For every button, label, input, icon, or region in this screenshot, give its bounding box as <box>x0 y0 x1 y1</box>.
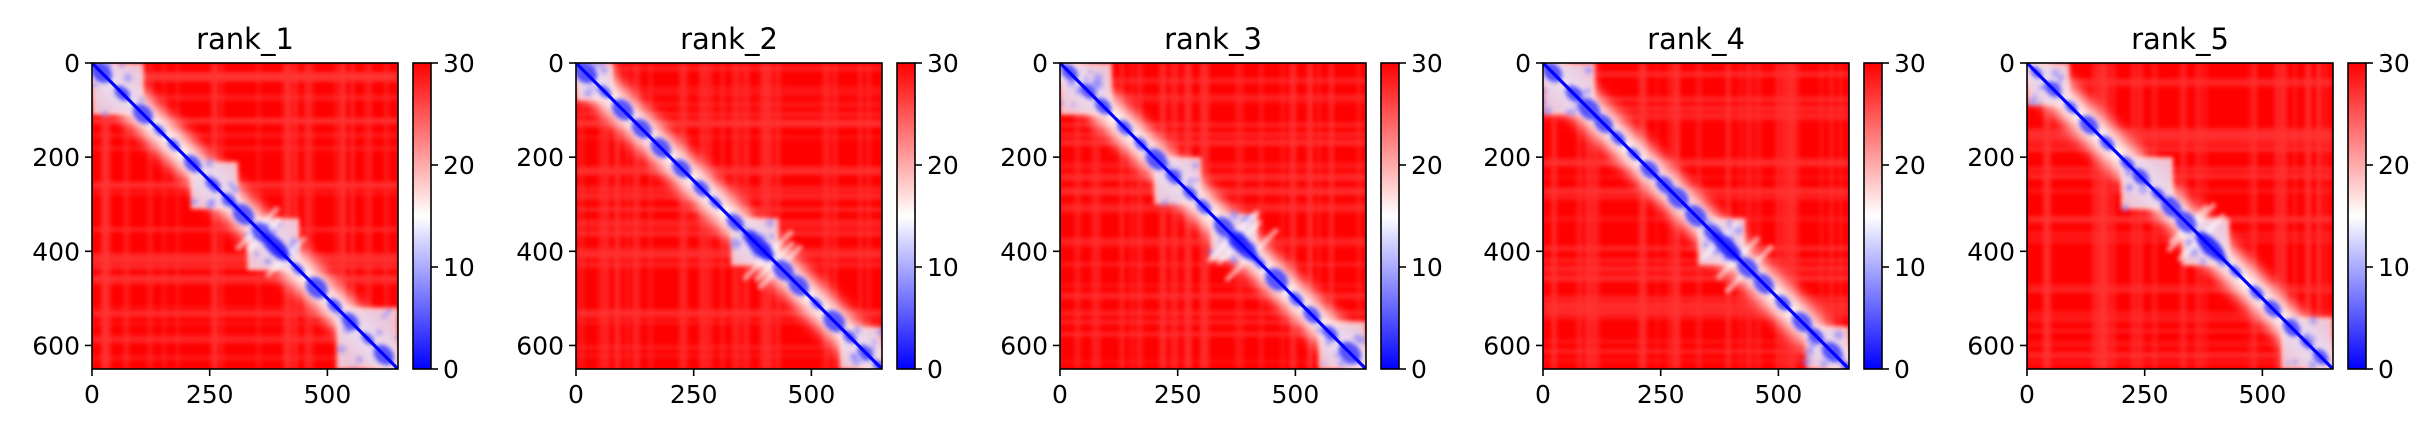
x-tick-label: 500 <box>1755 380 1803 409</box>
x-tick-label: 250 <box>1637 380 1685 409</box>
x-tick-label: 0 <box>84 380 100 409</box>
colorbar-tick-label: 10 <box>2378 253 2410 282</box>
colorbar-gradient <box>2348 63 2366 369</box>
colorbar-gradient <box>897 63 915 369</box>
heatmap-image <box>2027 63 2333 369</box>
x-tick-label: 0 <box>568 380 584 409</box>
x-tick-label: 250 <box>1154 380 1202 409</box>
diagonal-line <box>92 63 398 369</box>
colorbar-frame <box>896 62 916 370</box>
y-tick-label: 0 <box>1999 49 2015 78</box>
panel-title: rank_4 <box>1647 22 1745 56</box>
x-tick-label: 500 <box>2239 380 2287 409</box>
y-tick-label: 200 <box>1483 143 1531 172</box>
panel-title: rank_1 <box>196 22 294 56</box>
colorbar-frame <box>2347 62 2367 370</box>
contact-block <box>1543 63 1595 116</box>
colorbar: 0 10 20 30 <box>1380 49 1443 384</box>
heatmap-image <box>92 63 398 369</box>
y-tick-label: 0 <box>1032 49 1048 78</box>
y-tick-label: 400 <box>1483 237 1531 266</box>
y-tick-label: 600 <box>1483 331 1531 360</box>
y-tick-label: 0 <box>1515 49 1531 78</box>
colorbar-tick-label: 0 <box>1411 355 1427 384</box>
colorbar-tick-label: 0 <box>1894 355 1910 384</box>
y-tick-label: 600 <box>516 331 564 360</box>
colorbar-frame <box>1863 62 1883 370</box>
colorbar-tick-label: 20 <box>2378 151 2410 180</box>
colorbar-tick-label: 20 <box>443 151 475 180</box>
colorbar-tick-label: 0 <box>443 355 459 384</box>
x-tick-label: 0 <box>1535 380 1551 409</box>
colorbar-tick-label: 10 <box>927 253 959 282</box>
axes-frame <box>575 62 883 370</box>
contact-block <box>1802 326 1849 369</box>
x-tick-label: 500 <box>304 380 352 409</box>
colorbar-tick-label: 30 <box>443 49 475 78</box>
diagonal-line <box>1060 63 1366 369</box>
y-tick-label: 200 <box>1000 143 1048 172</box>
y-tick-label: 200 <box>32 143 80 172</box>
colorbar-tick-label: 0 <box>2378 355 2394 384</box>
x-tick-label: 500 <box>1272 380 1320 409</box>
axes-frame <box>91 62 399 370</box>
panel-title: rank_5 <box>2131 22 2229 56</box>
y-tick-label: 400 <box>516 237 564 266</box>
diagonal-line <box>1543 63 1849 369</box>
diagonal-line <box>2027 63 2333 369</box>
x-tick-label: 250 <box>670 380 718 409</box>
colorbar-tick-label: 20 <box>1894 151 1926 180</box>
x-tick-label: 0 <box>2019 380 2035 409</box>
y-tick-label: 600 <box>1967 331 2015 360</box>
colorbar-tick-label: 10 <box>1411 253 1443 282</box>
y-tick-label: 200 <box>1967 143 2015 172</box>
x-tick-label: 250 <box>186 380 234 409</box>
colorbar-gradient <box>413 63 431 369</box>
heatmap-image <box>576 63 882 369</box>
y-tick-label: 600 <box>32 331 80 360</box>
colorbar-tick-label: 30 <box>927 49 959 78</box>
colorbar-tick-label: 10 <box>443 253 475 282</box>
y-tick-label: 400 <box>1000 237 1048 266</box>
y-tick-label: 600 <box>1000 331 1048 360</box>
axes-frame <box>2026 62 2334 370</box>
colorbar-tick-label: 30 <box>1411 49 1443 78</box>
colorbar-tick-label: 30 <box>2378 49 2410 78</box>
colorbar: 0 10 20 30 <box>412 49 475 384</box>
heatmap-image <box>1543 63 1849 369</box>
colorbar-tick-label: 0 <box>927 355 943 384</box>
diagonal-line <box>576 63 882 369</box>
colorbar-tick-label: 20 <box>1411 151 1443 180</box>
colorbar-tick-label: 20 <box>927 151 959 180</box>
x-tick-label: 0 <box>1052 380 1068 409</box>
contact-block <box>92 63 145 118</box>
colorbar: 0 10 20 30 <box>2347 49 2410 384</box>
axes-frame <box>1542 62 1850 370</box>
x-tick-label: 500 <box>788 380 836 409</box>
colorbar-tick-label: 30 <box>1894 49 1926 78</box>
y-tick-label: 400 <box>32 237 80 266</box>
colorbar: 0 10 20 30 <box>896 49 959 384</box>
heatmap-image <box>1060 63 1366 369</box>
colorbar-gradient <box>1864 63 1882 369</box>
axes-frame <box>1059 62 1367 370</box>
colorbar-frame <box>1380 62 1400 370</box>
y-tick-label: 0 <box>64 49 80 78</box>
colorbar-frame <box>412 62 432 370</box>
x-tick-label: 250 <box>2121 380 2169 409</box>
colorbar-gradient <box>1381 63 1399 369</box>
panel-title: rank_2 <box>680 22 778 56</box>
y-tick-label: 200 <box>516 143 564 172</box>
y-tick-label: 0 <box>548 49 564 78</box>
colorbar: 0 10 20 30 <box>1863 49 1926 384</box>
y-tick-label: 400 <box>1967 237 2015 266</box>
colorbar-tick-label: 10 <box>1894 253 1926 282</box>
panel-title: rank_3 <box>1164 22 1262 56</box>
